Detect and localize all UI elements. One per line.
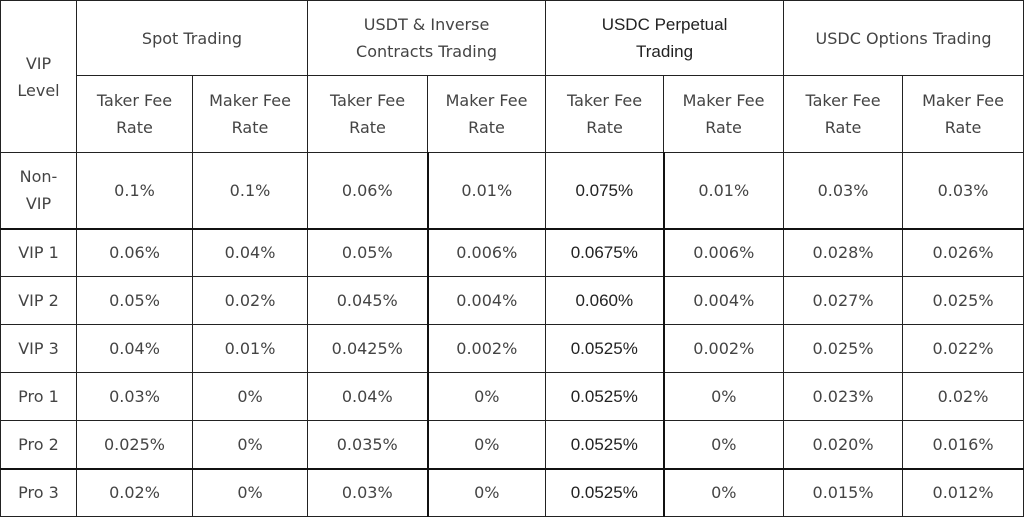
fee-cell: 0.0425% [307, 324, 429, 373]
fee-cell: 0.075% [545, 152, 665, 229]
usdt-inverse-header: USDT & Inverse Contracts Trading [307, 0, 547, 76]
fee-cell: 0.06% [307, 152, 429, 229]
spot-trading-header: Spot Trading [75, 0, 309, 76]
table-body: Non-VIP 0.1% 0.1% 0.06% 0.01% 0.075% 0.01% 0.03… [0, 152, 1024, 517]
fee-cell: 0.1% [76, 152, 193, 229]
vip-level-cell: VIP 1 [0, 227, 77, 277]
fee-cell: 0.04% [76, 324, 193, 373]
options-maker-header: Maker Fee Rate [902, 75, 1024, 153]
fee-cell: 0.03% [783, 152, 904, 229]
usdc-perpetual-header: USDC Perpetual Trading [545, 0, 785, 76]
fee-cell: 0.03% [902, 152, 1024, 229]
fee-cell: 0.04% [191, 227, 309, 277]
fee-cell: 0.023% [783, 372, 904, 421]
fee-cell: 0.025% [783, 324, 904, 373]
table-row: VIP 3 0.04% 0.01% 0.0425% 0.002% 0.0525% 0.002… [0, 324, 1024, 373]
table-row: Pro 3 0.02% 0% 0.03% 0% 0.0525% 0% 0.015% 0.012% [0, 467, 1024, 517]
vip-level-cell: Non-VIP [0, 152, 77, 229]
fee-cell: 0.02% [191, 276, 309, 325]
usdt-maker-header: Maker Fee Rate [427, 75, 547, 153]
usdc-options-header: USDC Options Trading [783, 0, 1024, 76]
perp-maker-header: Maker Fee Rate [663, 75, 785, 153]
fee-cell: 0.01% [426, 152, 547, 229]
fee-cell: 0% [426, 372, 547, 421]
fee-cell: 0% [426, 467, 547, 517]
fee-cell: 0.027% [783, 276, 904, 325]
fee-cell: 0.028% [783, 227, 904, 277]
fee-cell: 0% [191, 372, 309, 421]
fee-cell: 0.004% [426, 276, 547, 325]
fee-cell: 0.025% [902, 276, 1024, 325]
spot-taker-header: Taker Fee Rate [76, 75, 193, 153]
fee-cell: 0.06% [76, 227, 193, 277]
vip-level-cell: Pro 3 [0, 467, 77, 517]
fee-cell: 0.004% [662, 276, 785, 325]
fee-cell: 0.012% [902, 467, 1024, 517]
fee-cell: 0.0525% [545, 467, 665, 517]
fee-cell: 0.016% [902, 420, 1024, 469]
vip-level-cell: Pro 1 [0, 372, 77, 421]
fee-cell: 0.060% [545, 276, 665, 325]
fee-cell: 0.01% [191, 324, 309, 373]
fee-cell: 0% [662, 420, 785, 469]
fee-cell: 0.022% [902, 324, 1024, 373]
table-row: Pro 1 0.03% 0% 0.04% 0% 0.0525% 0% 0.023% 0.02% [0, 372, 1024, 421]
fee-cell: 0.03% [76, 372, 193, 421]
table-row: Pro 2 0.025% 0% 0.035% 0% 0.0525% 0% 0.020% 0.01… [0, 420, 1024, 469]
table-row: VIP 2 0.05% 0.02% 0.045% 0.004% 0.060% 0.004% 0… [0, 276, 1024, 325]
fee-cell: 0% [191, 420, 309, 469]
fee-cell: 0% [191, 467, 309, 517]
spot-maker-header: Maker Fee Rate [191, 75, 309, 153]
fee-cell: 0.0525% [545, 372, 665, 421]
fee-cell: 0.020% [783, 420, 904, 469]
fee-cell: 0.006% [426, 227, 547, 277]
fee-cell: 0% [662, 467, 785, 517]
fee-cell: 0.03% [307, 467, 429, 517]
perp-taker-header: Taker Fee Rate [545, 75, 665, 153]
fee-cell: 0% [426, 420, 547, 469]
vip-level-cell: VIP 2 [0, 276, 77, 325]
fee-cell: 0% [662, 372, 785, 421]
vip-level-cell: VIP 3 [0, 324, 77, 373]
fee-cell: 0.0675% [545, 227, 665, 277]
table-row: VIP 1 0.06% 0.04% 0.05% 0.006% 0.0675% 0.006% 0… [0, 227, 1024, 277]
fee-cell: 0.05% [307, 227, 429, 277]
fee-cell: 0.05% [76, 276, 193, 325]
fee-cell: 0.026% [902, 227, 1024, 277]
fee-cell: 0.1% [191, 152, 309, 229]
fee-cell: 0.0525% [545, 420, 665, 469]
fee-cell: 0.002% [662, 324, 785, 373]
fee-cell: 0.035% [307, 420, 429, 469]
fee-cell: 0.025% [76, 420, 193, 469]
fee-cell: 0.002% [426, 324, 547, 373]
table-row: Non-VIP 0.1% 0.1% 0.06% 0.01% 0.075% 0.01% 0.03… [0, 152, 1024, 229]
usdt-taker-header: Taker Fee Rate [307, 75, 429, 153]
vip-level-header: VIP Level [0, 0, 77, 153]
vip-level-cell: Pro 2 [0, 420, 77, 469]
fee-cell: 0.04% [307, 372, 429, 421]
fee-cell: 0.0525% [545, 324, 665, 373]
fee-cell: 0.01% [662, 152, 785, 229]
fee-cell: 0.015% [783, 467, 904, 517]
fee-cell: 0.045% [307, 276, 429, 325]
fee-cell: 0.006% [662, 227, 785, 277]
fee-cell: 0.02% [76, 467, 193, 517]
fee-cell: 0.02% [902, 372, 1024, 421]
options-taker-header: Taker Fee Rate [783, 75, 904, 153]
